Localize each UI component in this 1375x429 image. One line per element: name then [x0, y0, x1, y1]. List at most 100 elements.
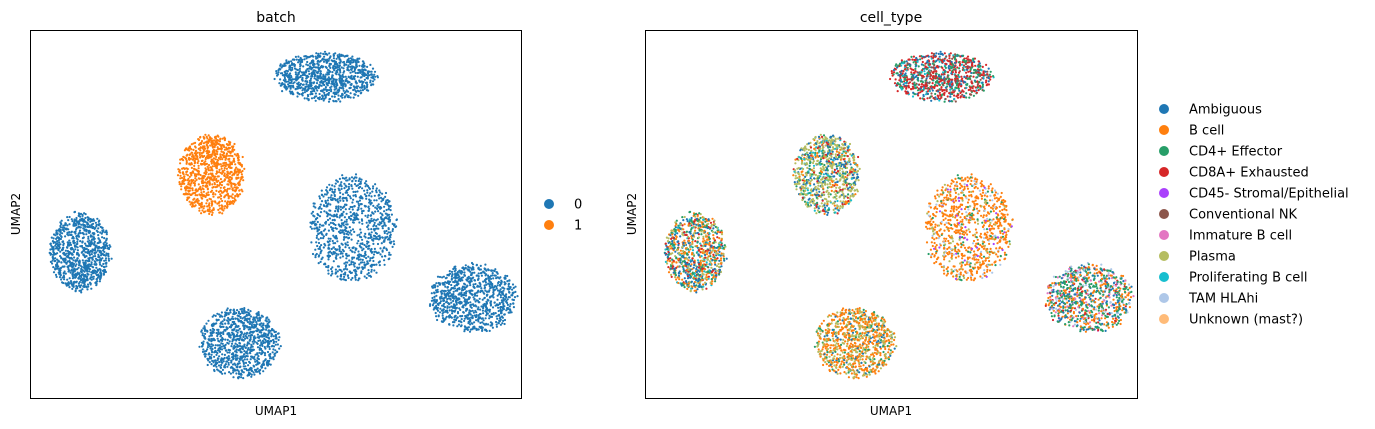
scatter-point [82, 269, 85, 272]
scatter-point [478, 281, 481, 284]
scatter-point [100, 264, 103, 268]
scatter-point [91, 238, 94, 241]
scatter-point [210, 343, 213, 346]
scatter-point [211, 183, 214, 186]
scatter-point [374, 183, 377, 186]
scatter-point [381, 198, 384, 201]
scatter-point [337, 66, 340, 69]
scatter-point [205, 168, 208, 171]
scatter-point [500, 280, 503, 283]
scatter-point [459, 277, 462, 280]
scatter-point [347, 194, 350, 197]
scatter-point [211, 165, 214, 168]
scatter-point [105, 252, 108, 255]
scatter-point [501, 286, 504, 289]
scatter-point [495, 271, 498, 274]
scatter-point [73, 267, 76, 270]
scatter-point [354, 270, 357, 273]
scatter-point [93, 232, 96, 235]
scatter-point [281, 64, 284, 67]
scatter-point [459, 300, 462, 303]
scatter-point [97, 241, 100, 244]
scatter-point [53, 260, 56, 263]
scatter-point [338, 245, 341, 248]
scatter-point [318, 83, 321, 87]
scatter-point [378, 264, 381, 267]
scatter-point [248, 317, 251, 320]
scatter-point [354, 274, 357, 278]
scatter-point [512, 302, 515, 305]
scatter-point [320, 193, 323, 196]
scatter-point [488, 284, 491, 288]
scatter-point [212, 160, 215, 163]
scatter-point [283, 85, 286, 88]
scatter-point [430, 292, 433, 295]
scatter-point [353, 205, 356, 208]
scatter-point [327, 212, 330, 215]
scatter-point [499, 312, 503, 315]
scatter-point [319, 237, 322, 240]
scatter-point [81, 273, 85, 276]
scatter-point [356, 184, 359, 187]
scatter-point [198, 202, 201, 205]
scatter-point [218, 204, 221, 207]
scatter-point [196, 194, 199, 197]
scatter-point [209, 153, 212, 156]
scatter-point [230, 184, 233, 187]
plot-frame-batch [30, 30, 522, 399]
scatter-point [102, 243, 105, 246]
scatter-point [374, 231, 377, 235]
scatter-point [314, 256, 317, 259]
scatter-point [345, 264, 348, 267]
scatter-point [50, 236, 53, 239]
scatter-point [462, 296, 465, 299]
scatter-point [469, 274, 473, 277]
scatter-point [311, 92, 314, 95]
scatter-point [376, 242, 380, 246]
scatter-point [493, 301, 496, 304]
scatter-point [222, 209, 225, 212]
scatter-point [220, 165, 223, 168]
scatter-point [339, 100, 342, 103]
scatter-point [342, 84, 345, 87]
scatter-point [206, 187, 209, 190]
scatter-point [336, 65, 339, 69]
scatter-point [453, 270, 456, 273]
scatter-point [454, 295, 457, 298]
scatter-point [306, 64, 310, 67]
scatter-point [317, 247, 320, 250]
scatter-point [230, 323, 233, 326]
scatter-point [330, 270, 334, 273]
scatter-point [349, 96, 352, 99]
scatter-point [207, 153, 211, 156]
scatter-point [234, 168, 237, 171]
scatter-point [98, 256, 101, 259]
scatter-point [219, 207, 222, 210]
scatter-point [98, 219, 101, 222]
scatter-point [317, 70, 320, 73]
scatter-point [453, 315, 457, 318]
scatter-point [327, 272, 330, 275]
scatter-point [332, 80, 335, 83]
scatter-point [199, 146, 202, 149]
scatter-point [340, 225, 343, 228]
scatter-point [192, 148, 195, 151]
scatter-point [212, 208, 215, 211]
scatter-point [334, 199, 337, 202]
scatter-point [346, 179, 349, 182]
scatter-point [223, 178, 226, 181]
scatter-point [498, 291, 501, 294]
scatter-point [361, 238, 364, 241]
scatter-point [205, 192, 208, 195]
scatter-point [80, 267, 83, 271]
scatter-point [209, 198, 212, 201]
scatter-point [313, 73, 316, 76]
scatter-point [318, 195, 321, 198]
scatter-point [327, 196, 330, 199]
scatter-point [343, 96, 346, 99]
scatter-point [218, 168, 221, 171]
scatter-point [341, 193, 345, 196]
scatter-point [107, 252, 110, 256]
scatter-point [364, 236, 367, 239]
scatter-point [98, 249, 101, 252]
